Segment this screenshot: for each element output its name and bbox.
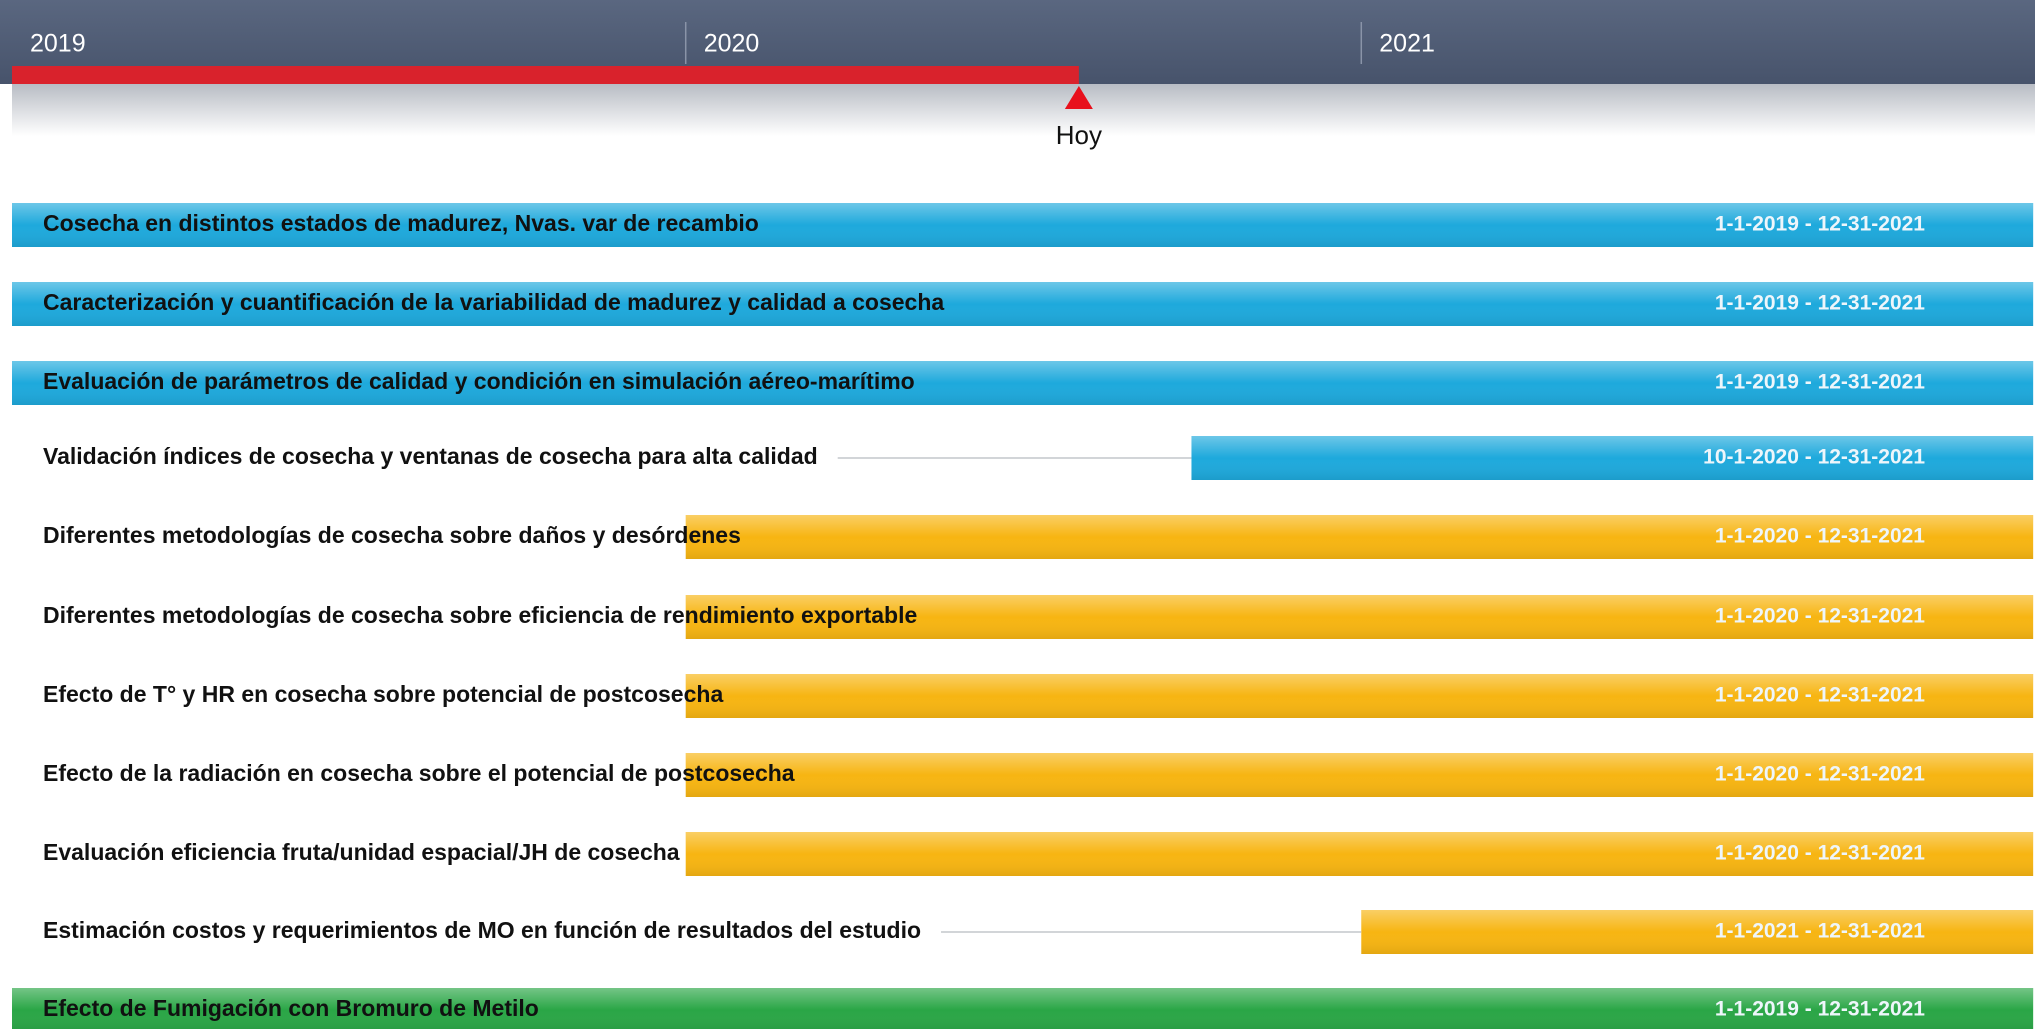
task-dates: 10-1-2020 - 12-31-2021 [1703,446,1925,469]
task-label: Cosecha en distintos estados de madurez,… [43,210,759,236]
task-dates: 1-1-2019 - 12-31-2021 [1715,998,1925,1021]
task-bar-gloss [12,282,2034,326]
today-marker [1064,86,1093,109]
task-label: Diferentes metodologías de cosecha sobre… [43,522,741,548]
task-bar-gloss [685,515,2034,559]
task-dates: 1-1-2020 - 12-31-2021 [1715,525,1925,548]
task-bar-gloss [685,753,2034,797]
task-dates: 1-1-2019 - 12-31-2021 [1715,371,1925,394]
task-bar-gloss [685,595,2034,639]
task-dates: 1-1-2020 - 12-31-2021 [1715,763,1925,786]
year-label: 2019 [30,30,86,58]
task-dates: 1-1-2020 - 12-31-2021 [1715,605,1925,628]
task-label: Diferentes metodologías de cosecha sobre… [43,602,917,628]
task-dates: 1-1-2019 - 12-31-2021 [1715,292,1925,315]
task-dates: 1-1-2020 - 12-31-2021 [1715,842,1925,865]
task-bar-gloss [12,361,2034,405]
task-dates: 1-1-2020 - 12-31-2021 [1715,684,1925,707]
year-label: 2020 [704,30,760,58]
task-label: Evaluación de parámetros de calidad y co… [43,368,915,394]
task-bar-gloss [12,988,2034,1029]
task-label: Efecto de la radiación en cosecha sobre … [43,760,795,786]
header-shadow [12,84,2035,136]
year-label: 2021 [1379,30,1435,58]
elapsed-bar [12,66,1079,84]
task-label: Evaluación eficiencia fruta/unidad espac… [43,839,680,865]
task-label: Caracterización y cuantificación de la v… [43,289,944,315]
task-bar-gloss [685,832,2034,876]
task-dates: 1-1-2019 - 12-31-2021 [1715,213,1925,236]
task-label: Estimación costos y requerimientos de MO… [43,917,921,943]
task-bar-gloss [685,674,2034,718]
task-label: Efecto de T° y HR en cosecha sobre poten… [43,681,723,707]
task-dates: 1-1-2021 - 12-31-2021 [1715,920,1925,943]
today-label: Hoy [1056,120,1102,150]
task-label: Efecto de Fumigación con Bromuro de Meti… [43,995,539,1021]
task-label: Validación índices de cosecha y ventanas… [43,443,818,469]
task-bar-gloss [1361,910,2034,954]
task-bar-gloss [1191,436,2034,480]
task-bar-gloss [12,203,2034,247]
